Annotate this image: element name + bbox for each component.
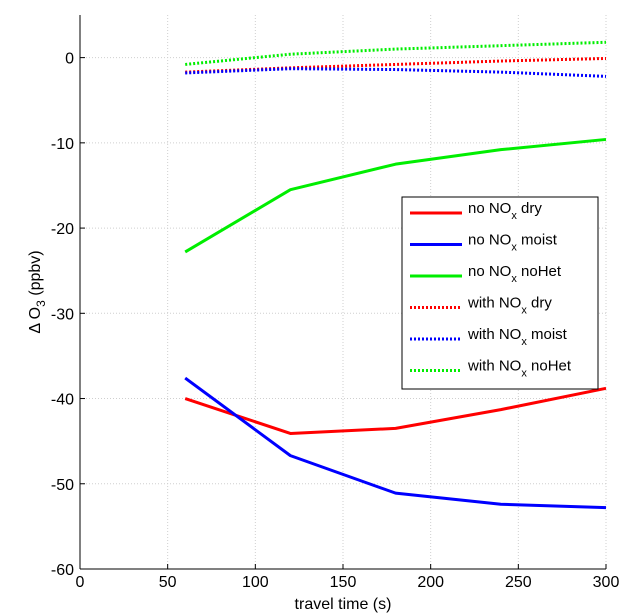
legend-label: no NOx moist	[468, 232, 558, 254]
series-line-1	[184, 386, 607, 435]
legend-label: with NOx noHet	[467, 358, 572, 380]
x-axis-label: travel time (s)	[295, 596, 392, 613]
x-tick-label: 100	[242, 574, 269, 591]
axes: 0 50 100 150 200 250 300 0 -10 -20 -30 -40 -50 -60	[51, 15, 620, 591]
legend-label: no NOx noHet	[468, 263, 562, 285]
legend-label: with NOx dry	[467, 295, 552, 317]
data-series	[184, 40, 607, 510]
x-tick-label: 150	[330, 574, 357, 591]
y-tick-label: -50	[51, 477, 74, 494]
legend: no NOx dry no NOx moist no NOx noHet with N…	[401, 196, 599, 390]
y-tick-label: -20	[51, 221, 74, 238]
x-tick-label: 250	[505, 574, 532, 591]
series-line-2	[184, 376, 607, 510]
legend-box	[401, 196, 599, 390]
x-tick-label: 200	[417, 574, 444, 591]
x-tick-label: 0	[76, 574, 85, 591]
y-tick-label: -60	[51, 562, 74, 579]
legend-label: no NOx dry	[468, 200, 542, 222]
y-tick-label: -30	[51, 306, 74, 323]
y-axis-label: Δ O3 (ppbv)	[27, 250, 48, 333]
x-tick-label: 50	[159, 574, 177, 591]
legend-label: with NOx moist	[467, 326, 568, 348]
y-tick-label: -10	[51, 136, 74, 153]
y-tick-label: 0	[65, 51, 74, 68]
y-tick-label: -40	[51, 392, 74, 409]
x-tick-label: 300	[593, 574, 620, 591]
series-line-3	[184, 137, 607, 254]
